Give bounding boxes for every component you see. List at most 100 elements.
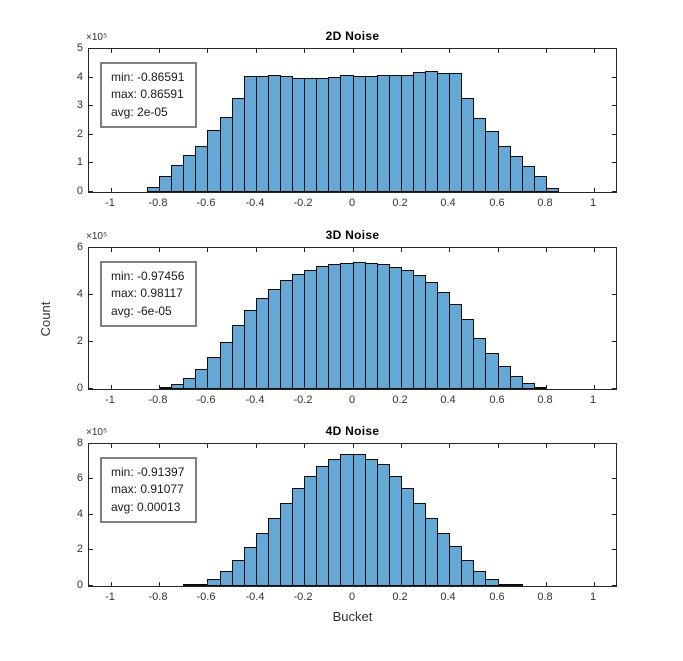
x-tick-label: 0.8 [537,591,553,603]
histogram-bar [340,75,354,192]
x-tick-mark [498,248,499,252]
y-tick-mark [89,478,93,479]
x-tick-label: 0.6 [489,197,505,209]
x-tick-label: 1 [589,197,597,209]
stat-max: max: 0.98117 [111,286,183,301]
y-tick-label: 4 [76,288,83,300]
x-tick-label: -0.4 [245,394,265,406]
y-tick-label: 0 [76,382,83,394]
y-tick-mark [89,341,93,342]
histogram-bar [340,263,354,389]
x-tick-mark [111,582,112,586]
x-axis-label: Bucket [332,609,373,624]
x-tick-mark [111,385,112,389]
y-tick-mark [612,247,616,248]
histogram-bar [340,454,354,586]
y-tick-mark [612,478,616,479]
x-tick-mark [594,49,595,53]
stats-annotation-box: min: -0.86591 max: 0.86591 avg: 2e-05 [100,62,198,129]
x-tick-mark [353,444,354,448]
y-tick-label: 1 [76,156,83,168]
y-tick-label: 2 [76,128,83,140]
x-tick-mark [159,248,160,252]
y-tick-mark [89,247,93,248]
y-axis-exponent-label: ×10⁵ [86,427,108,438]
subplot-3d-noise: 3D Noise ×10⁵ min: -0.97456 max: 0.98117… [77,228,617,406]
y-tick-label: 4 [76,508,83,520]
x-tick-mark [449,49,450,53]
subplot-4d-noise: 4D Noise ×10⁵ min: -0.91397 max: 0.91077… [77,424,617,603]
plot-area: min: -0.86591 max: 0.86591 avg: 2e-05 [88,48,617,193]
x-tick-label: 0.2 [392,197,408,209]
x-tick-mark [207,188,208,192]
y-tick-label: 6 [76,241,83,253]
x-tick-mark [498,49,499,53]
y-tick-mark [612,294,616,295]
x-tick-label: 1 [589,394,597,406]
x-tick-mark [111,188,112,192]
x-tick-mark [207,248,208,252]
x-tick-label: -1 [105,394,115,406]
histogram-bar [207,579,221,586]
histogram-bar [522,383,535,389]
histogram-bar [510,584,523,586]
x-tick-label: -0.6 [196,591,216,603]
y-axis-exponent-label: ×10⁵ [86,231,108,242]
x-tick-mark [207,385,208,389]
histogram-bar [485,353,499,389]
x-tick-mark [304,248,305,252]
x-tick-mark [498,385,499,389]
x-tick-mark [304,582,305,586]
histogram-bar [473,571,486,586]
subplot-2d-noise: 2D Noise ×10⁵ min: -0.86591 max: 0.86591… [77,29,617,209]
y-tick-label: 5 [76,42,83,54]
y-tick-mark [612,162,616,163]
x-tick-mark [449,385,450,389]
x-tick-label: 0.2 [392,591,408,603]
x-tick-label: -1 [105,197,115,209]
x-tick-label: -0.8 [148,591,168,603]
histogram-bars [89,444,616,586]
x-tick-mark [449,444,450,448]
x-tick-mark [353,188,354,192]
histogram-bar [207,357,221,389]
y-tick-mark [612,341,616,342]
x-tick-mark [304,385,305,389]
x-tick-label: 1 [589,591,597,603]
stats-annotation-box: min: -0.91397 max: 0.91077 avg: 0.00013 [100,457,198,524]
y-tick-mark [612,105,616,106]
histogram-bar [510,376,523,389]
x-tick-mark [498,188,499,192]
x-tick-mark [111,49,112,53]
y-tick-label: 8 [76,437,83,449]
x-tick-label: -0.2 [293,197,313,209]
stat-min: min: -0.97456 [111,269,185,283]
x-tick-mark [498,444,499,448]
x-tick-mark [304,49,305,53]
x-tick-label: -0.2 [293,591,313,603]
x-tick-mark [159,385,160,389]
plot-area: min: -0.91397 max: 0.91077 avg: 0.00013 [88,443,617,587]
x-tick-mark [207,582,208,586]
stat-min: min: -0.86591 [111,70,185,84]
y-tick-mark [89,134,93,135]
y-tick-mark [612,388,616,389]
y-tick-mark [89,162,93,163]
x-tick-label: 0.4 [440,394,456,406]
stat-avg: avg: -6e-05 [111,303,172,318]
y-tick-mark [89,48,93,49]
x-tick-label: 0.6 [489,591,505,603]
x-tick-mark [401,385,402,389]
y-tick-mark [612,549,616,550]
x-tick-mark [401,582,402,586]
stats-annotation-box: min: -0.97456 max: 0.98117 avg: -6e-05 [100,261,198,328]
y-tick-mark [89,388,93,389]
x-tick-label: -0.2 [293,394,313,406]
x-tick-label: 0 [348,591,356,603]
y-tick-mark [612,134,616,135]
y-tick-label: 3 [76,99,83,111]
y-tick-mark [612,48,616,49]
x-tick-mark [546,582,547,586]
histogram-bar [485,131,499,192]
x-tick-mark [159,49,160,53]
